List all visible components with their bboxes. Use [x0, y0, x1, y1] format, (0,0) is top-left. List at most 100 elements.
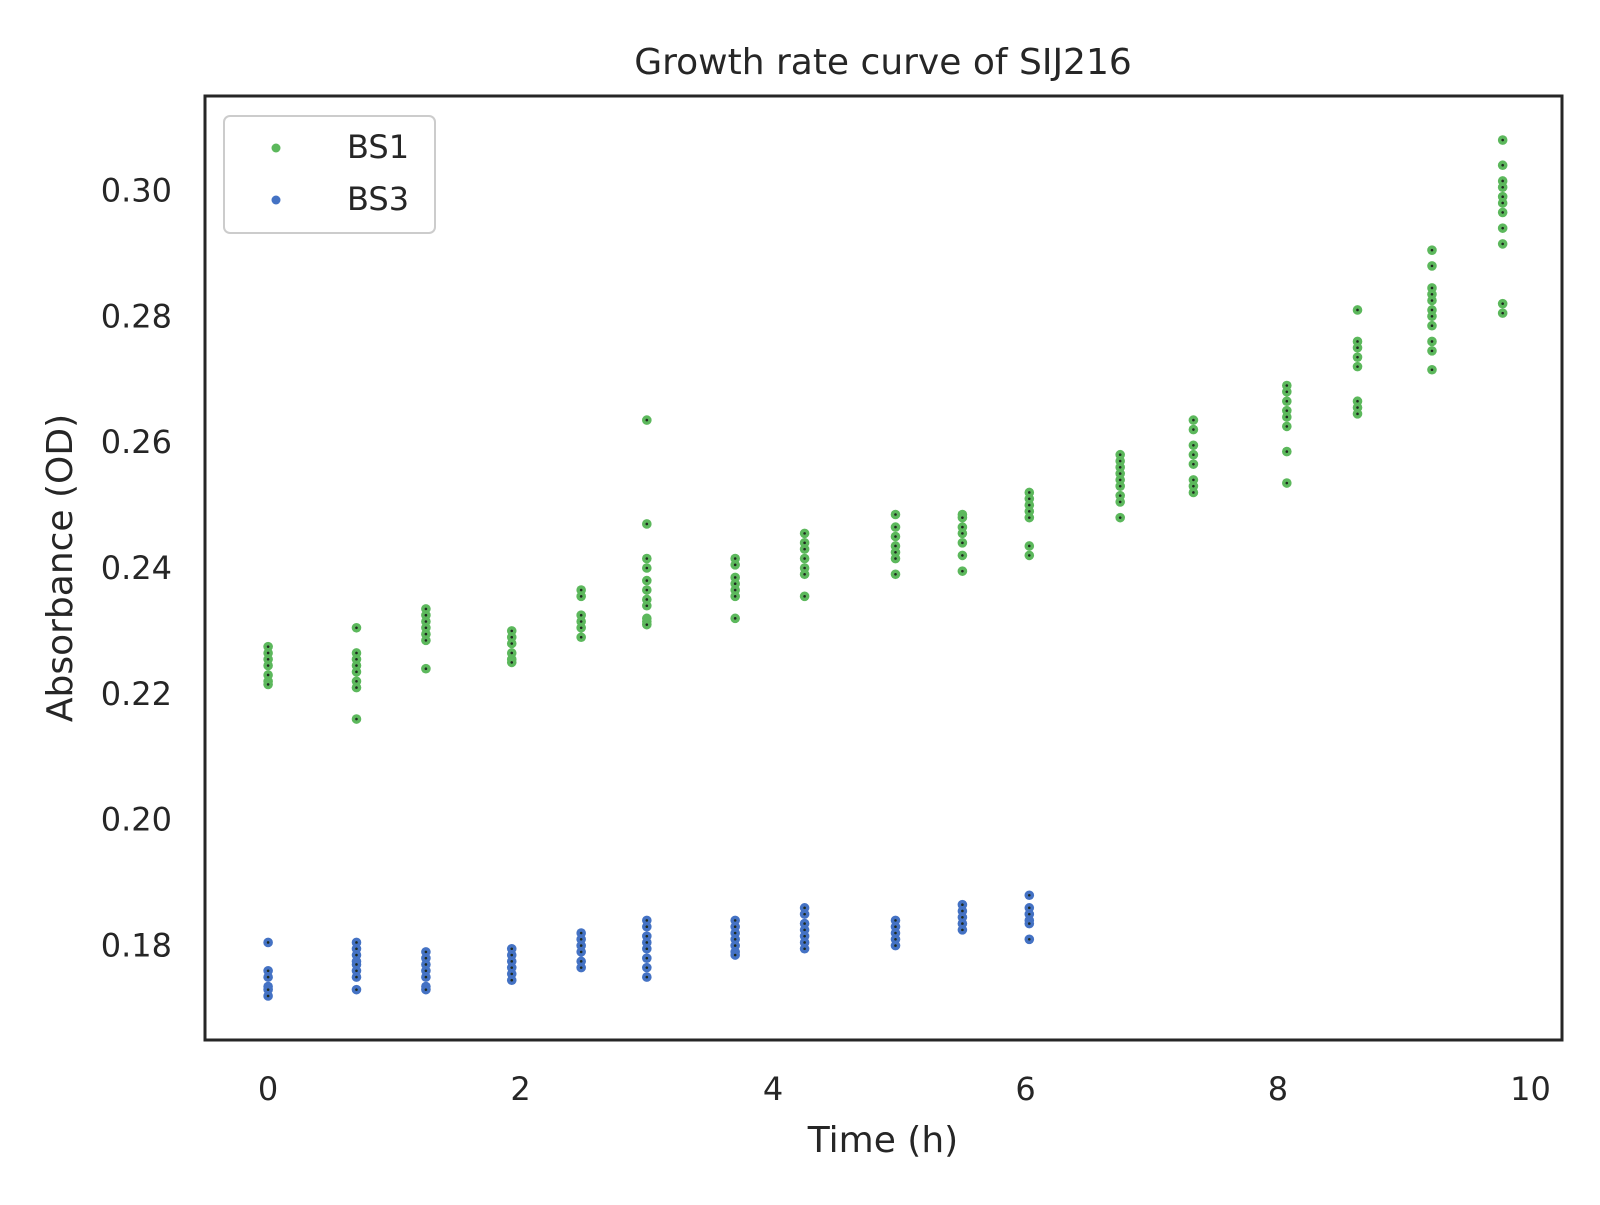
data-point-center — [803, 947, 806, 951]
data-point-center — [733, 944, 737, 947]
x-tick-label: 10 — [1510, 1070, 1551, 1108]
data-point-center — [645, 966, 649, 969]
data-point-center — [1356, 340, 1359, 343]
data-point-center — [645, 947, 649, 951]
data-point-center — [894, 919, 897, 922]
data-point-center — [1118, 484, 1122, 488]
data-point-center — [733, 557, 737, 560]
data-point-center — [1027, 893, 1031, 897]
data-point-center — [1192, 418, 1195, 422]
data-point-center — [961, 554, 964, 557]
y-axis-label: Absorbance (OD) — [40, 414, 81, 722]
data-point-center — [510, 978, 514, 982]
data-point-center — [266, 988, 270, 991]
data-point-center — [733, 925, 737, 929]
data-point-center — [355, 988, 358, 991]
data-point-center — [894, 944, 897, 947]
data-point-center — [645, 522, 649, 526]
data-point-center — [961, 525, 964, 529]
data-point-center — [1430, 349, 1434, 353]
data-point-center — [1430, 340, 1434, 343]
data-point-center — [1285, 409, 1289, 412]
data-point-center — [645, 604, 649, 608]
data-point-center — [894, 550, 897, 554]
y-tick-label: 0.28 — [101, 297, 172, 335]
y-tick-label: 0.18 — [101, 927, 172, 965]
data-point-center — [355, 664, 358, 667]
data-point-center — [803, 912, 806, 916]
data-point-center — [266, 657, 270, 661]
x-tick-label: 8 — [1268, 1070, 1288, 1108]
data-point-center — [1027, 922, 1031, 925]
data-point-center — [1430, 308, 1434, 312]
data-point-center — [894, 557, 897, 560]
data-point-center — [803, 906, 806, 910]
data-point-center — [1192, 478, 1195, 482]
data-point-center — [1027, 938, 1031, 941]
data-point-center — [1192, 453, 1195, 457]
data-point-center — [1027, 912, 1031, 916]
data-point-center — [1430, 286, 1434, 290]
data-point-center — [1192, 484, 1195, 488]
data-point-center — [1501, 242, 1504, 246]
data-point-center — [579, 938, 583, 941]
data-point-center — [355, 670, 358, 674]
data-point-center — [266, 645, 270, 648]
data-point-center — [355, 686, 358, 689]
x-tick-label: 2 — [510, 1070, 530, 1108]
data-point-center — [961, 915, 964, 919]
legend-marker-bs3 — [271, 195, 281, 205]
data-point-center — [894, 572, 897, 576]
x-tick-label: 0 — [258, 1070, 278, 1108]
y-tick-label: 0.30 — [101, 171, 172, 209]
legend-marker-bs1 — [271, 143, 281, 153]
data-point-center — [355, 941, 358, 944]
data-point-center — [894, 931, 897, 935]
data-point-center — [1118, 478, 1122, 482]
data-point-center — [355, 947, 358, 951]
x-tick-label: 6 — [1015, 1070, 1035, 1108]
data-point-center — [645, 975, 649, 979]
data-point-center — [961, 928, 964, 932]
data-point-center — [355, 626, 358, 630]
data-point-center — [803, 934, 806, 938]
data-point-center — [424, 632, 428, 636]
data-point-center — [803, 941, 806, 944]
data-point-center — [961, 541, 964, 545]
data-point-center — [1501, 226, 1504, 230]
data-point-center — [894, 525, 897, 529]
data-point-center — [424, 963, 428, 966]
data-point-center — [510, 953, 514, 957]
data-point-center — [1192, 491, 1195, 494]
data-point-center — [733, 588, 737, 592]
data-point-center — [266, 975, 270, 979]
data-point-center — [355, 975, 358, 979]
data-point-center — [733, 617, 737, 620]
data-point-center — [733, 595, 737, 598]
data-point-center — [1430, 292, 1434, 296]
data-point-center — [894, 513, 897, 516]
data-point-center — [1027, 510, 1031, 513]
data-point-center — [1356, 355, 1359, 359]
data-point-center — [1356, 406, 1359, 409]
legend-label-bs1: BS1 — [347, 128, 409, 166]
y-tick-label: 0.20 — [101, 801, 172, 839]
data-point-center — [424, 988, 428, 991]
data-point-center — [579, 595, 583, 598]
plot-frame — [203, 94, 1564, 1042]
data-point-center — [1118, 459, 1122, 463]
data-point-center — [1501, 311, 1504, 315]
data-point-center — [1027, 503, 1031, 507]
data-point-center — [1027, 906, 1031, 910]
data-point-center — [510, 966, 514, 969]
data-point-center — [894, 938, 897, 941]
data-point-center — [424, 667, 428, 670]
data-point-center — [1430, 248, 1434, 252]
data-point-center — [1285, 481, 1289, 485]
data-point-center — [803, 532, 806, 535]
data-point-center — [579, 950, 583, 954]
data-point-center — [803, 595, 806, 598]
data-point-center — [1501, 195, 1504, 198]
